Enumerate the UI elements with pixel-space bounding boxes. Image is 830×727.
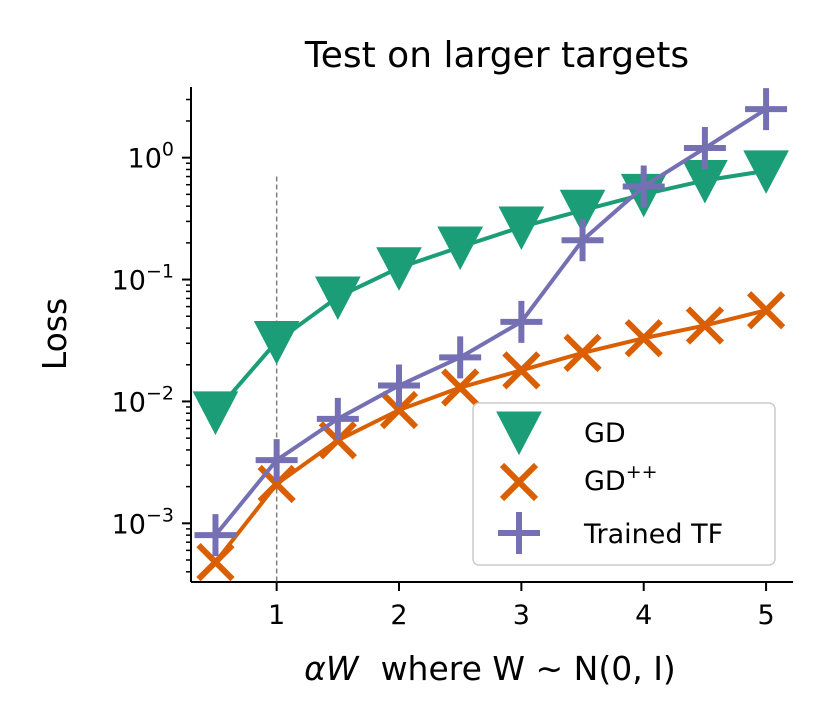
y-tick-label: 10−3	[112, 504, 174, 540]
legend-marker-2	[498, 512, 540, 554]
x-tick-label: 1	[268, 600, 285, 631]
data-point-1	[196, 543, 235, 582]
x-tick-label: 5	[757, 600, 774, 631]
series-line-1	[213, 308, 767, 564]
data-point-1	[624, 319, 663, 358]
y-tick-label: 100	[128, 139, 174, 175]
legend-entry-trained-tf	[498, 512, 540, 554]
data-point-1	[502, 351, 541, 390]
data-point-2	[439, 336, 482, 379]
plot-area: 10−3 10−2 10−1 100 1 2 3 4 5	[112, 87, 793, 631]
data-point-2	[683, 127, 726, 170]
legend-label-gd-plus-plus: GD++	[584, 461, 658, 497]
data-point-0	[743, 150, 789, 194]
data-point-0	[253, 321, 300, 365]
data-point-1	[746, 291, 786, 330]
legend-label-gd: GD	[584, 418, 626, 449]
data-point-1	[318, 421, 357, 460]
data-point-2	[745, 88, 788, 131]
svg-text:Loss: Loss	[35, 298, 74, 370]
y-tick-label: 10−1	[112, 261, 174, 297]
y-tick-label: 10−2	[112, 382, 174, 418]
chart-title: Test on larger targets	[304, 35, 689, 76]
data-point-0	[559, 189, 606, 234]
data-point-0	[437, 226, 484, 271]
data-point-2	[255, 439, 298, 482]
data-point-0	[376, 247, 422, 291]
legend-box	[472, 402, 776, 566]
legend-label-trained-tf: Trained TF	[583, 519, 723, 550]
series-line-2	[213, 107, 768, 537]
data-point-2	[378, 364, 421, 407]
x-tick-label: 2	[390, 600, 407, 631]
legend-entry-gd-plus-plus	[499, 462, 539, 502]
series-line-0	[213, 168, 767, 414]
data-point-0	[315, 276, 361, 321]
legend-marker-0	[496, 411, 542, 456]
legend: GD GD++ Trained TF	[472, 402, 776, 566]
data-point-1	[685, 306, 725, 345]
x-tick-label: 4	[635, 600, 652, 631]
data-point-2	[316, 397, 359, 440]
data-point-0	[192, 391, 239, 436]
data-point-1	[441, 368, 480, 407]
data-point-2	[561, 219, 604, 262]
data-point-2	[622, 165, 665, 208]
legend-entry-gd	[496, 411, 542, 456]
data-point-1	[379, 390, 419, 430]
y-axis-label: Loss	[35, 298, 74, 370]
legend-marker-1	[499, 462, 539, 502]
data-point-2	[194, 514, 237, 557]
data-point-2	[500, 300, 543, 343]
data-point-0	[498, 206, 545, 251]
x-tick-label: 3	[513, 600, 530, 631]
data-point-1	[563, 333, 602, 373]
x-axis-label: αW where W ∼ N(0, I)	[304, 649, 676, 688]
